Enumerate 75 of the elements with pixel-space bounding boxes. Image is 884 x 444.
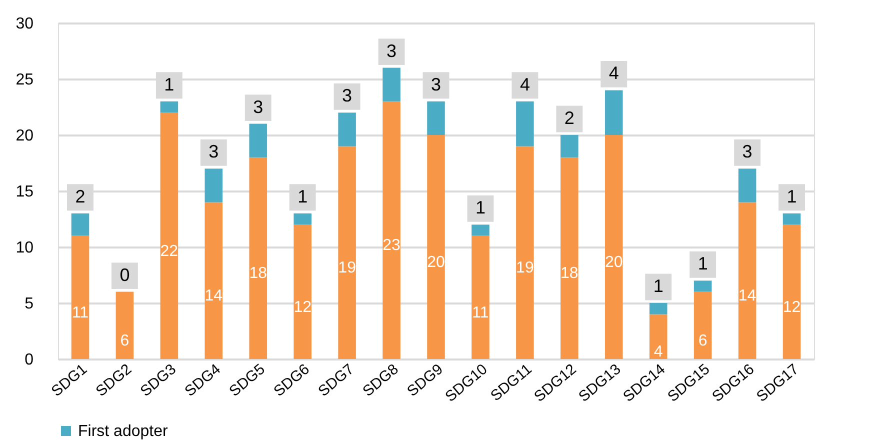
data-label: 11 <box>72 304 89 322</box>
bar <box>294 224 312 359</box>
data-label: 0 <box>120 264 130 285</box>
data-label: 12 <box>782 298 801 316</box>
bar <box>427 135 445 359</box>
data-label: 3 <box>430 74 442 94</box>
data-label: 1 <box>653 276 664 296</box>
bar <box>382 101 400 359</box>
bar <box>427 101 445 135</box>
bar <box>604 90 623 135</box>
bar <box>516 146 534 359</box>
y-tick-label: 10 <box>16 240 34 256</box>
data-label: 1 <box>298 186 308 206</box>
bar <box>649 303 668 314</box>
data-label: 1 <box>786 186 797 206</box>
data-label: 1 <box>164 74 174 94</box>
bar <box>694 280 712 292</box>
y-tick-label: 25 <box>16 72 34 88</box>
data-label: 4 <box>608 63 619 84</box>
bar <box>604 135 623 359</box>
y-tick-label: 15 <box>16 184 34 200</box>
data-label: 1 <box>698 254 708 274</box>
y-tick-label: 20 <box>16 128 34 144</box>
data-label: 2 <box>75 186 86 206</box>
data-label: 3 <box>742 142 752 162</box>
bar <box>249 124 268 158</box>
data-label: 18 <box>560 265 578 282</box>
data-label: 4 <box>520 74 530 94</box>
data-label: 20 <box>427 254 445 271</box>
data-label: 2 <box>564 108 574 128</box>
bar <box>338 146 356 359</box>
bar <box>560 135 578 158</box>
data-label: 11 <box>472 304 489 322</box>
data-label: 3 <box>253 96 264 117</box>
bar <box>71 236 90 359</box>
data-label: 6 <box>120 332 130 350</box>
bar <box>338 112 356 146</box>
data-label: 14 <box>738 288 756 305</box>
bar <box>516 101 534 146</box>
bar <box>782 213 801 225</box>
bar <box>738 168 756 202</box>
y-tick-label: 30 <box>16 16 34 32</box>
legend-label: First adopter <box>78 423 168 440</box>
bar <box>160 112 178 359</box>
data-label: 12 <box>294 298 312 316</box>
bar <box>204 168 223 202</box>
data-label: 19 <box>338 260 356 277</box>
bar <box>472 224 490 236</box>
data-label: 18 <box>249 265 268 282</box>
data-label: 1 <box>475 198 486 218</box>
data-label: 3 <box>208 142 219 162</box>
bar <box>71 213 90 236</box>
y-tick-label: 0 <box>24 352 34 368</box>
bar <box>382 68 400 102</box>
bar <box>204 202 223 359</box>
data-label: 22 <box>160 242 178 260</box>
data-label: 3 <box>342 86 352 106</box>
bar <box>782 224 801 359</box>
data-label: 3 <box>386 40 397 61</box>
y-tick-label: 5 <box>24 296 34 312</box>
bar <box>738 202 756 359</box>
data-label: 19 <box>516 260 534 277</box>
bar <box>560 157 578 359</box>
bar <box>694 292 712 359</box>
data-label: 20 <box>604 254 623 271</box>
bar <box>249 157 268 359</box>
bar <box>160 101 178 113</box>
data-label: 4 <box>654 344 663 361</box>
data-label: 6 <box>698 332 708 350</box>
bar <box>472 236 490 359</box>
data-label: 23 <box>382 237 401 254</box>
bar <box>116 292 134 359</box>
data-label: 14 <box>204 288 223 305</box>
bar <box>649 314 668 359</box>
bar <box>294 213 312 225</box>
